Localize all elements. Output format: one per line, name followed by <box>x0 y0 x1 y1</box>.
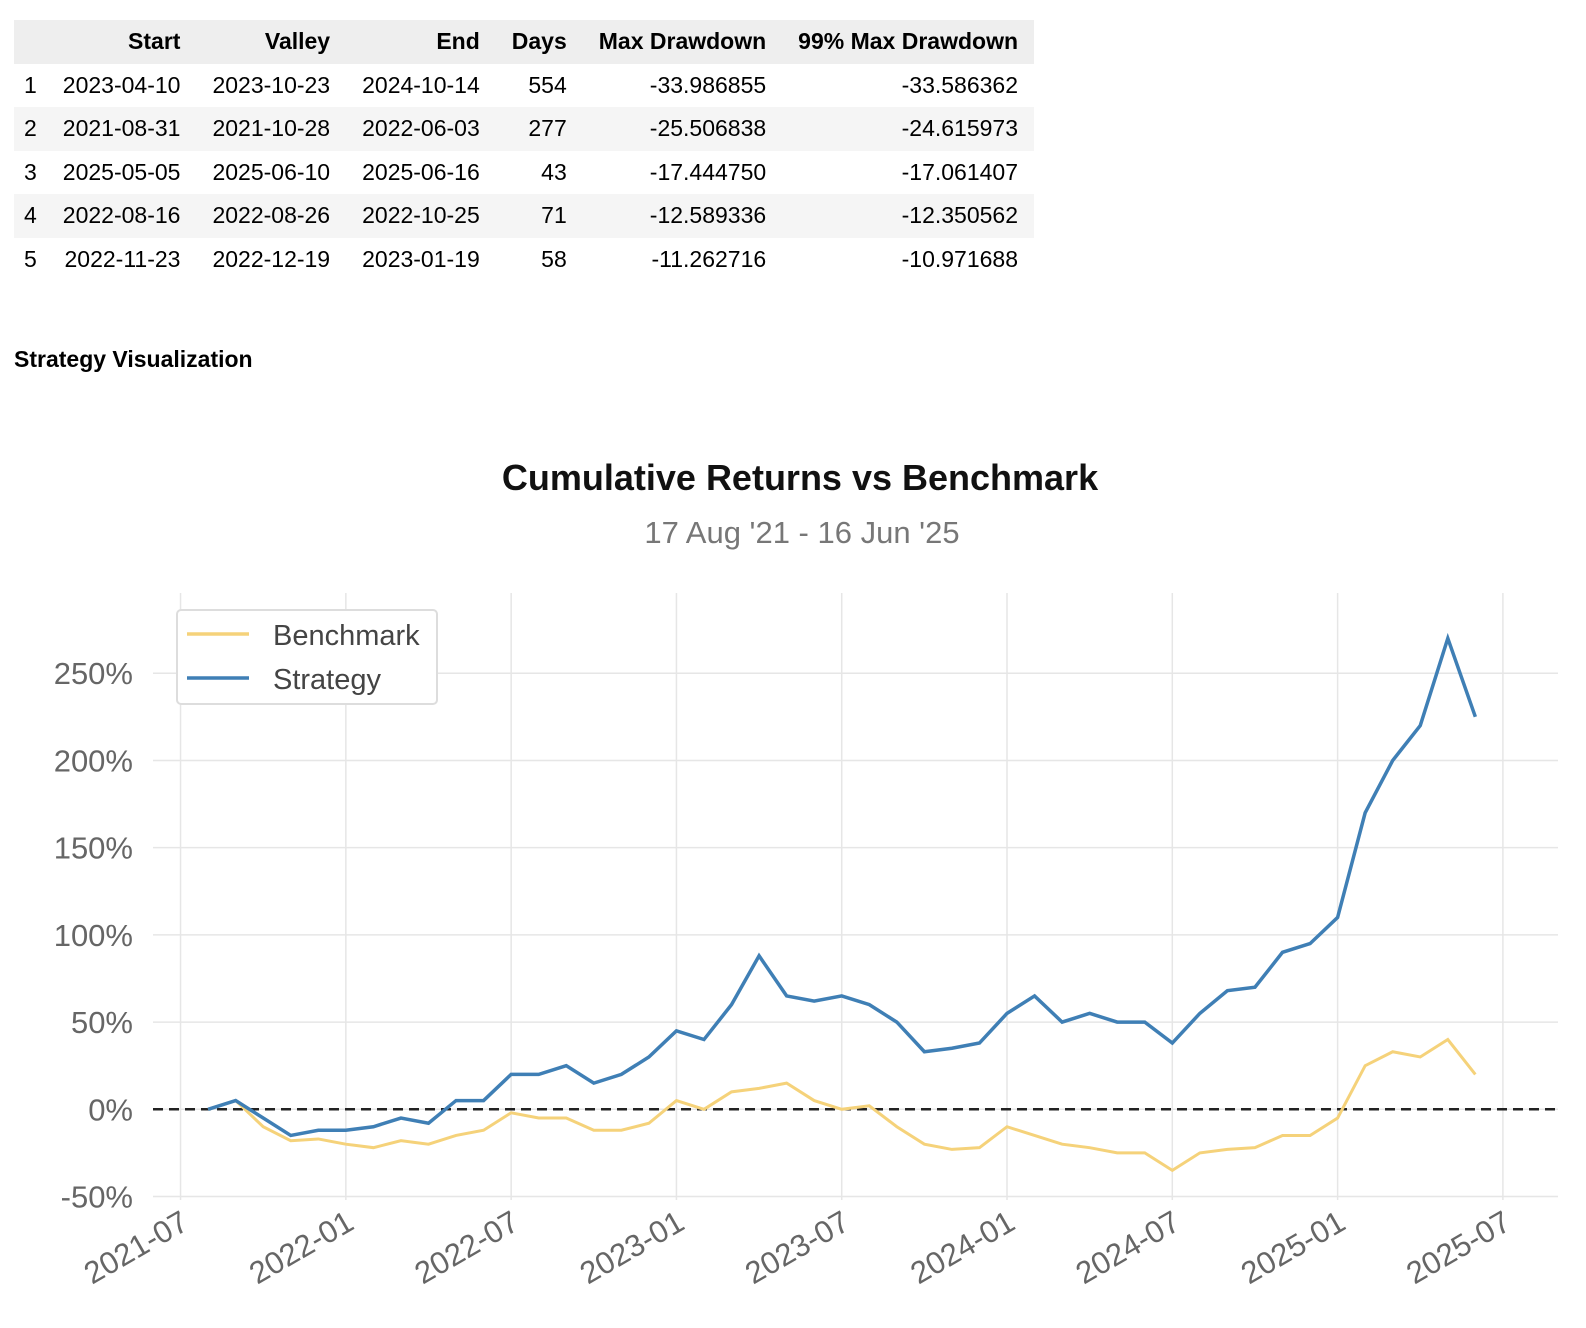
table-cell: -24.615973 <box>901 115 1019 142</box>
table-row: 5 2022-11-23 2022-12-19 2023-01-19 58 -11.262… <box>14 238 1034 282</box>
table-row: 3 2025-05-05 2025-06-10 2025-06-16 43 -17.444… <box>14 151 1034 195</box>
table-cell: -33.986855 <box>649 71 767 98</box>
table-cell: 2021-08-31 <box>62 115 181 142</box>
table-cell: 2022-10-25 <box>362 202 480 229</box>
drawdown-table: Start Valley End Days Max Drawdown 99% Max Dr… <box>14 20 1035 282</box>
table-cell: 2023-10-23 <box>212 71 331 98</box>
x-tick-label: 2025-01 <box>1235 1204 1351 1291</box>
table-cell: 2022-08-26 <box>212 202 331 229</box>
y-tick-label: 100% <box>54 918 133 953</box>
chart-title: Cumulative Returns vs Benchmark <box>502 457 1099 498</box>
table-row: 2 2021-08-31 2021-10-28 2022-06-03 277 -25.50… <box>14 107 1035 151</box>
x-tick-label: 2022-01 <box>243 1204 359 1291</box>
table-cell: -33.586362 <box>901 71 1019 98</box>
header-cell: Valley <box>196 20 347 64</box>
series-line <box>207 632 1478 1138</box>
row-index: 1 <box>24 71 37 98</box>
x-tick-label: 2025-07 <box>1400 1204 1516 1291</box>
y-tick-label: 150% <box>54 831 133 866</box>
row-index: 3 <box>24 158 37 185</box>
series-line <box>207 1037 1477 1173</box>
table-cell: 2022-08-16 <box>62 202 181 229</box>
table-cell: 2022-11-23 <box>64 245 181 272</box>
table-cell: 43 <box>541 158 567 185</box>
table-cell: -11.262716 <box>651 245 767 272</box>
section-heading: Strategy Visualization <box>14 346 253 372</box>
table-cell: 2025-06-16 <box>362 158 480 185</box>
table-cell: 2021-10-28 <box>212 115 331 142</box>
y-tick-label: 0% <box>88 1092 133 1127</box>
table-cell: -25.506838 <box>649 115 767 142</box>
row-index: 4 <box>24 202 37 229</box>
table-cell: 2022-12-19 <box>212 245 331 272</box>
x-tick-label: 2024-07 <box>1070 1204 1186 1291</box>
row-index: 2 <box>24 115 37 142</box>
y-tick-label: 250% <box>54 656 133 691</box>
legend-label: Strategy <box>273 664 381 696</box>
x-tick-label: 2023-07 <box>739 1204 855 1291</box>
table-cell: -12.350562 <box>901 202 1019 229</box>
x-tick-label: 2024-01 <box>904 1204 1020 1291</box>
table-cell: 2022-06-03 <box>362 115 480 142</box>
row-index: 5 <box>24 245 37 272</box>
table-cell: 2023-01-19 <box>362 245 480 272</box>
table-cell: 554 <box>528 71 567 98</box>
header-cell: Start <box>46 20 197 64</box>
y-tick-label: 50% <box>71 1005 133 1040</box>
table-cell: -17.061407 <box>901 158 1019 185</box>
table-row: 4 2022-08-16 2022-08-26 2022-10-25 71 -12.589… <box>14 194 1035 238</box>
header-cell: Days <box>495 20 583 64</box>
table-cell: 2024-10-14 <box>362 71 480 98</box>
legend-label: Benchmark <box>273 620 420 652</box>
y-tick-label: 200% <box>54 743 133 778</box>
y-tick-label: -50% <box>61 1180 133 1215</box>
table-cell: -12.589336 <box>649 202 767 229</box>
header-row: Start Valley End Days Max Drawdown 99% Max Dr… <box>14 20 1035 64</box>
x-tick-label: 2022-07 <box>409 1204 525 1291</box>
header-cell: 99% Max Drawdown <box>782 20 1035 64</box>
x-tick-label: 2021-07 <box>78 1204 194 1291</box>
table-cell: -17.444750 <box>649 158 767 185</box>
header-cell <box>14 20 47 64</box>
x-tick-label: 2023-01 <box>574 1204 690 1291</box>
header-cell: End <box>346 20 496 64</box>
table-cell: 2025-05-05 <box>62 158 181 185</box>
header-cell: Max Drawdown <box>582 20 783 64</box>
chart-subtitle: 17 Aug '21 - 16 Jun '25 <box>644 515 959 550</box>
table-row: 1 2023-04-10 2023-10-23 2024-10-14 554 -33.98… <box>14 64 1034 108</box>
table-cell: 277 <box>528 115 567 142</box>
table-cell: 2025-06-10 <box>212 158 331 185</box>
table-cell: 58 <box>541 245 567 272</box>
table-cell: 2023-04-10 <box>62 71 181 98</box>
table-cell: -10.971688 <box>901 245 1019 272</box>
table-cell: 71 <box>541 202 567 229</box>
